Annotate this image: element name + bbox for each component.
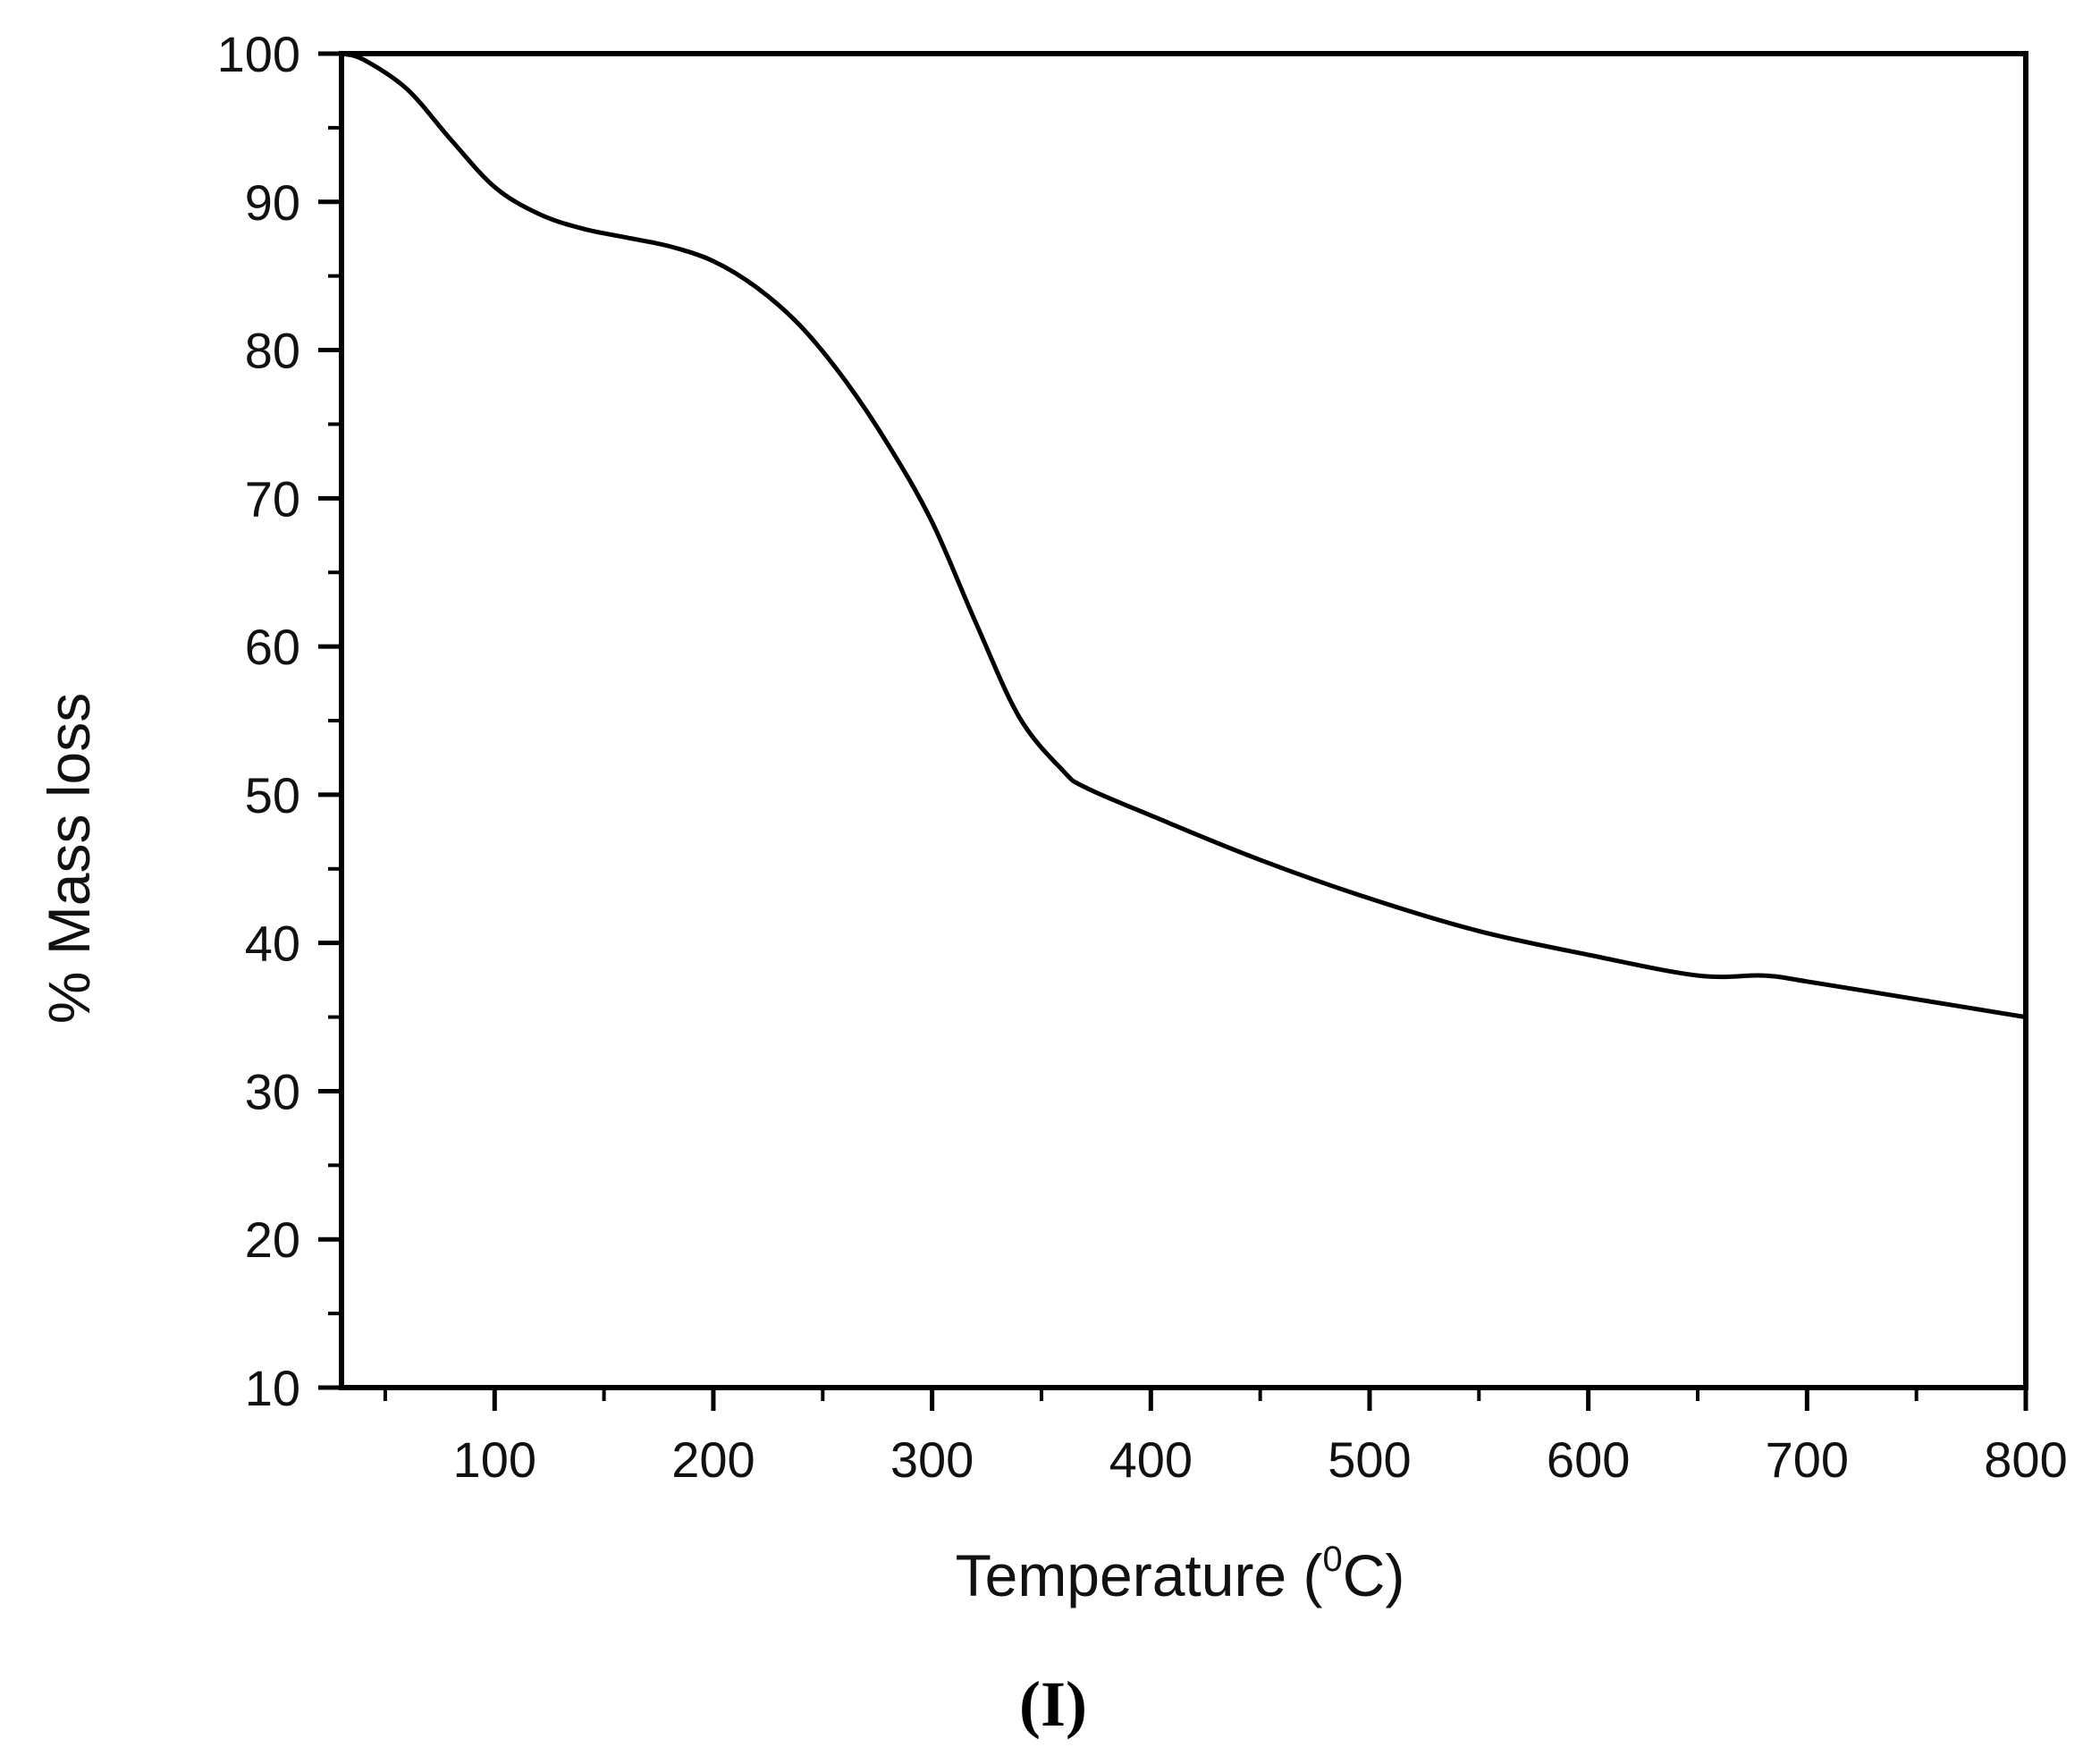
x-tick-label-800: 800 [1984, 1431, 2067, 1488]
y-tick-label-90: 90 [245, 174, 300, 231]
x-tick-label-400: 400 [1109, 1431, 1193, 1488]
y-tick-label-80: 80 [245, 323, 300, 379]
y-tick-label-40: 40 [245, 916, 300, 972]
axis-ticks [318, 51, 2028, 1411]
x-tick-label-100: 100 [453, 1431, 536, 1488]
y-tick-label-100: 100 [217, 26, 300, 82]
y-tick-label-20: 20 [245, 1211, 300, 1268]
y-tick-label-10: 10 [245, 1360, 300, 1416]
y-tick-label-70: 70 [245, 470, 300, 527]
plot-frame [339, 51, 2028, 1390]
x-tick-label-600: 600 [1547, 1431, 1630, 1488]
x-axis-label: Temperature (0C) [956, 1540, 1405, 1608]
x-tick-label-500: 500 [1328, 1431, 1411, 1488]
x-tick-label-200: 200 [671, 1431, 755, 1488]
x-tick-label-300: 300 [890, 1431, 974, 1488]
y-tick-label-30: 30 [245, 1063, 300, 1119]
tick-labels: 10 20 30 40 50 60 70 80 90 100 100 200 300 400 500 600 7… [217, 26, 2068, 1488]
y-tick-label-60: 60 [245, 619, 300, 675]
panel-label: (I) [1019, 1668, 1087, 1740]
y-tick-label-50: 50 [245, 767, 300, 823]
x-tick-label-700: 700 [1766, 1431, 1849, 1488]
series-line [339, 51, 2028, 1020]
y-axis-label: % Mass loss [36, 693, 102, 1024]
